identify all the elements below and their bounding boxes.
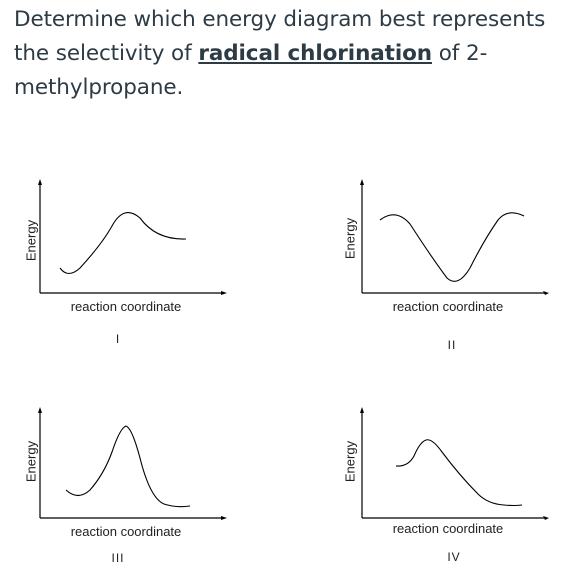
x-axis-label: reaction coordinate — [392, 299, 504, 314]
energy-curve-4 — [395, 439, 523, 507]
question-text-after: of 2-methylpropane. — [14, 41, 488, 100]
diagram-numeral: III — [111, 551, 125, 565]
energy-curve-3 — [65, 425, 191, 508]
energy-curve-1 — [59, 212, 187, 275]
energy-curve-2 — [379, 212, 525, 282]
question-text-before: Determine which energy diagram best repr… — [14, 7, 546, 66]
diagram-numeral: II — [447, 338, 457, 352]
y-axis-label: Energy — [342, 440, 358, 483]
x-axis-label: reaction coordinate — [392, 521, 504, 536]
x-axis-label: reaction coordinate — [70, 524, 182, 539]
diagram-numeral: I — [115, 332, 121, 346]
keyword-radical-chlorination: radical chlorination — [198, 41, 433, 66]
x-axis-label: reaction coordinate — [70, 299, 182, 314]
diagram-numeral: IV — [447, 550, 461, 564]
question-text: Determine which energy diagram best repr… — [14, 3, 554, 105]
